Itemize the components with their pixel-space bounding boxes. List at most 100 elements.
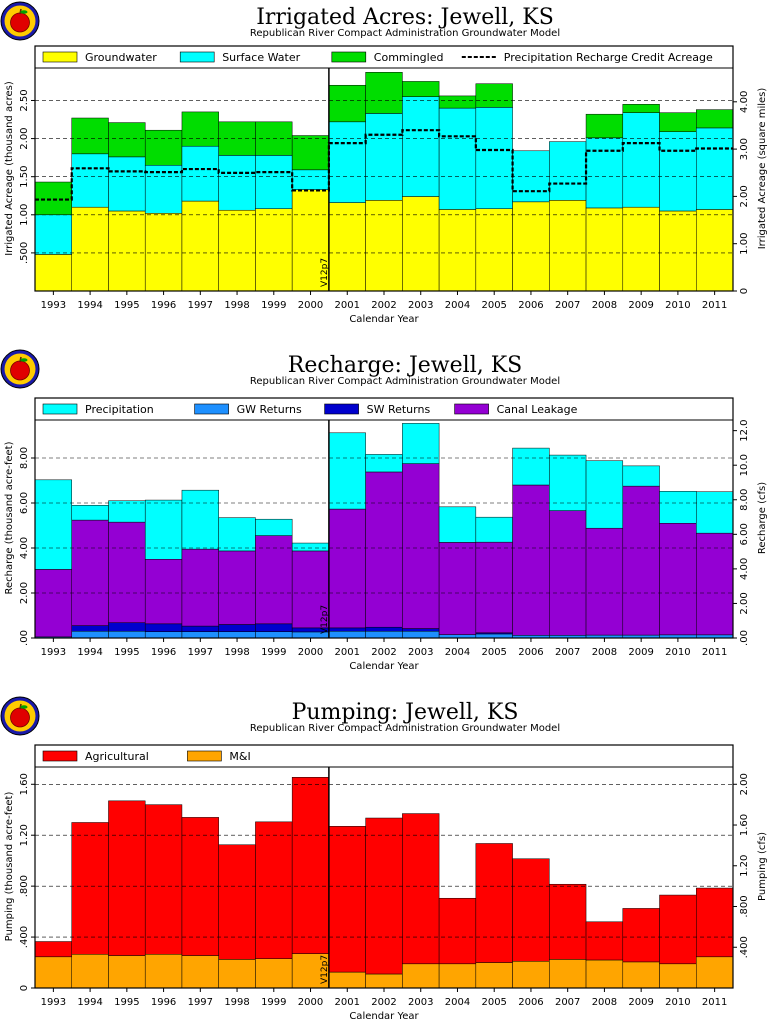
bar-surface-water-2007	[549, 141, 587, 201]
tick-label-x-2001: 2001	[335, 647, 360, 658]
bar-canal-leakage-1996	[144, 559, 183, 625]
legend-swatch	[42, 750, 78, 762]
apple-stem	[19, 703, 22, 710]
bar-canal-leakage-2001	[328, 508, 366, 629]
tick-label-x-2003: 2003	[408, 997, 433, 1008]
tick-label-x-2000: 2000	[298, 647, 323, 658]
bar-sw-returns-1994	[71, 625, 109, 632]
bar-m-i-2005	[475, 962, 513, 989]
bar-precipitation-2006	[512, 447, 550, 486]
bar-groundwater-1995	[108, 210, 146, 292]
bar-canal-leakage-2011	[696, 532, 734, 636]
tick-label-x-2003: 2003	[408, 300, 433, 311]
tick-label-y2: 2.00	[739, 773, 750, 795]
bar-canal-leakage-1994	[71, 519, 109, 626]
bar-surface-water-2002	[365, 113, 403, 201]
bar-gw-returns-2001	[328, 631, 366, 639]
y-axis-label: Irrigated Acreage (thousand acres)	[4, 81, 15, 256]
bar-commingled-1994	[71, 117, 109, 155]
tick-label-y2: 2.00	[739, 592, 750, 614]
bar-groundwater-2002	[365, 200, 403, 292]
bar-commingled-1996	[144, 129, 183, 166]
bar-gw-returns-1996	[144, 631, 183, 639]
tick-label-y: .500	[19, 242, 30, 264]
tick-label-x-1998: 1998	[224, 300, 249, 311]
bar-precipitation-2005	[475, 516, 513, 543]
tick-label-x-2006: 2006	[518, 997, 543, 1008]
bar-groundwater-2001	[328, 202, 366, 292]
bar-canal-leakage-2010	[659, 523, 697, 636]
tick-label-y2: 4.00	[739, 558, 750, 580]
bar-m-i-2004	[438, 963, 477, 989]
tick-label-y2: 1.00	[739, 233, 750, 255]
tick-label-x-1993: 1993	[41, 300, 66, 311]
bar-gw-returns-2005	[475, 633, 513, 639]
bar-agricultural-1998	[218, 844, 256, 960]
bar-agricultural-2004	[438, 897, 477, 965]
bar-surface-water-1999	[255, 155, 293, 209]
bar-sw-returns-1999	[255, 623, 293, 632]
bar-sw-returns-1996	[144, 623, 183, 632]
apple-stem	[19, 356, 22, 363]
bar-surface-water-2000	[291, 169, 330, 190]
tick-label-x-2005: 2005	[481, 647, 506, 658]
apple-leaf	[20, 358, 28, 362]
apple-icon	[10, 12, 30, 33]
tick-label-x-2011: 2011	[702, 997, 727, 1008]
tick-label-x-1996: 1996	[151, 997, 176, 1008]
bar-sw-returns-2001	[328, 627, 366, 632]
bar-canal-leakage-1997	[181, 548, 219, 627]
bar-canal-leakage-2002	[365, 471, 403, 628]
legend-swatch	[324, 403, 359, 415]
bar-groundwater-1993	[34, 254, 72, 292]
bar-canal-leakage-2005	[475, 541, 513, 634]
tick-label-y: 8.00	[19, 447, 30, 469]
bar-agricultural-2010	[659, 894, 697, 965]
x-axis-label: Calendar Year	[349, 314, 419, 325]
tick-label-x-2002: 2002	[371, 647, 396, 658]
bar-groundwater-2008	[585, 207, 624, 292]
bar-surface-water-1998	[218, 155, 256, 211]
tick-label-x-1995: 1995	[114, 647, 139, 658]
bar-agricultural-2009	[622, 908, 660, 963]
bar-commingled-2008	[585, 113, 624, 139]
bar-gw-returns-1997	[181, 631, 219, 639]
tick-label-y: 0	[19, 985, 30, 991]
tick-label-y: .400	[19, 926, 30, 948]
bar-m-i-2009	[622, 961, 660, 989]
bar-precipitation-2003	[402, 423, 440, 464]
bar-sw-returns-2002	[365, 626, 403, 632]
chart-title: Recharge: Jewell, KS	[288, 353, 522, 378]
legend-swatch	[331, 51, 367, 63]
tick-label-y2: 8.00	[739, 489, 750, 511]
bar-canal-leakage-2007	[549, 510, 587, 636]
bar-commingled-2003	[402, 81, 440, 97]
apple-logo	[0, 696, 40, 736]
tick-label-y: 1.50	[19, 166, 30, 188]
tick-label-x-1994: 1994	[77, 997, 102, 1008]
bar-precipitation-1998	[218, 517, 256, 552]
bar-surface-water-2003	[402, 96, 440, 197]
apple-stem	[19, 8, 22, 15]
tick-label-x-1993: 1993	[41, 647, 66, 658]
legend-label: GW Returns	[237, 403, 302, 416]
apple-leaf	[20, 10, 28, 14]
tick-label-y: 6.00	[19, 492, 30, 514]
apple-logo	[0, 1, 40, 41]
tick-label-x-2000: 2000	[298, 300, 323, 311]
bar-agricultural-2000	[291, 777, 330, 954]
bar-agricultural-2001	[328, 826, 366, 973]
tick-label-x-1995: 1995	[114, 997, 139, 1008]
bar-precipitation-2002	[365, 454, 403, 473]
bar-m-i-2008	[585, 959, 624, 989]
tick-label-y: 2.00	[19, 127, 30, 149]
y2-axis-label: Pumping (cfs)	[757, 832, 768, 901]
bar-surface-water-2011	[696, 127, 734, 210]
bar-canal-leakage-2008	[585, 527, 624, 636]
tick-label-x-1998: 1998	[224, 997, 249, 1008]
bar-surface-water-1993	[34, 214, 72, 255]
chart-subtitle: Republican River Compact Administration …	[250, 28, 560, 39]
bar-surface-water-2008	[585, 137, 624, 209]
